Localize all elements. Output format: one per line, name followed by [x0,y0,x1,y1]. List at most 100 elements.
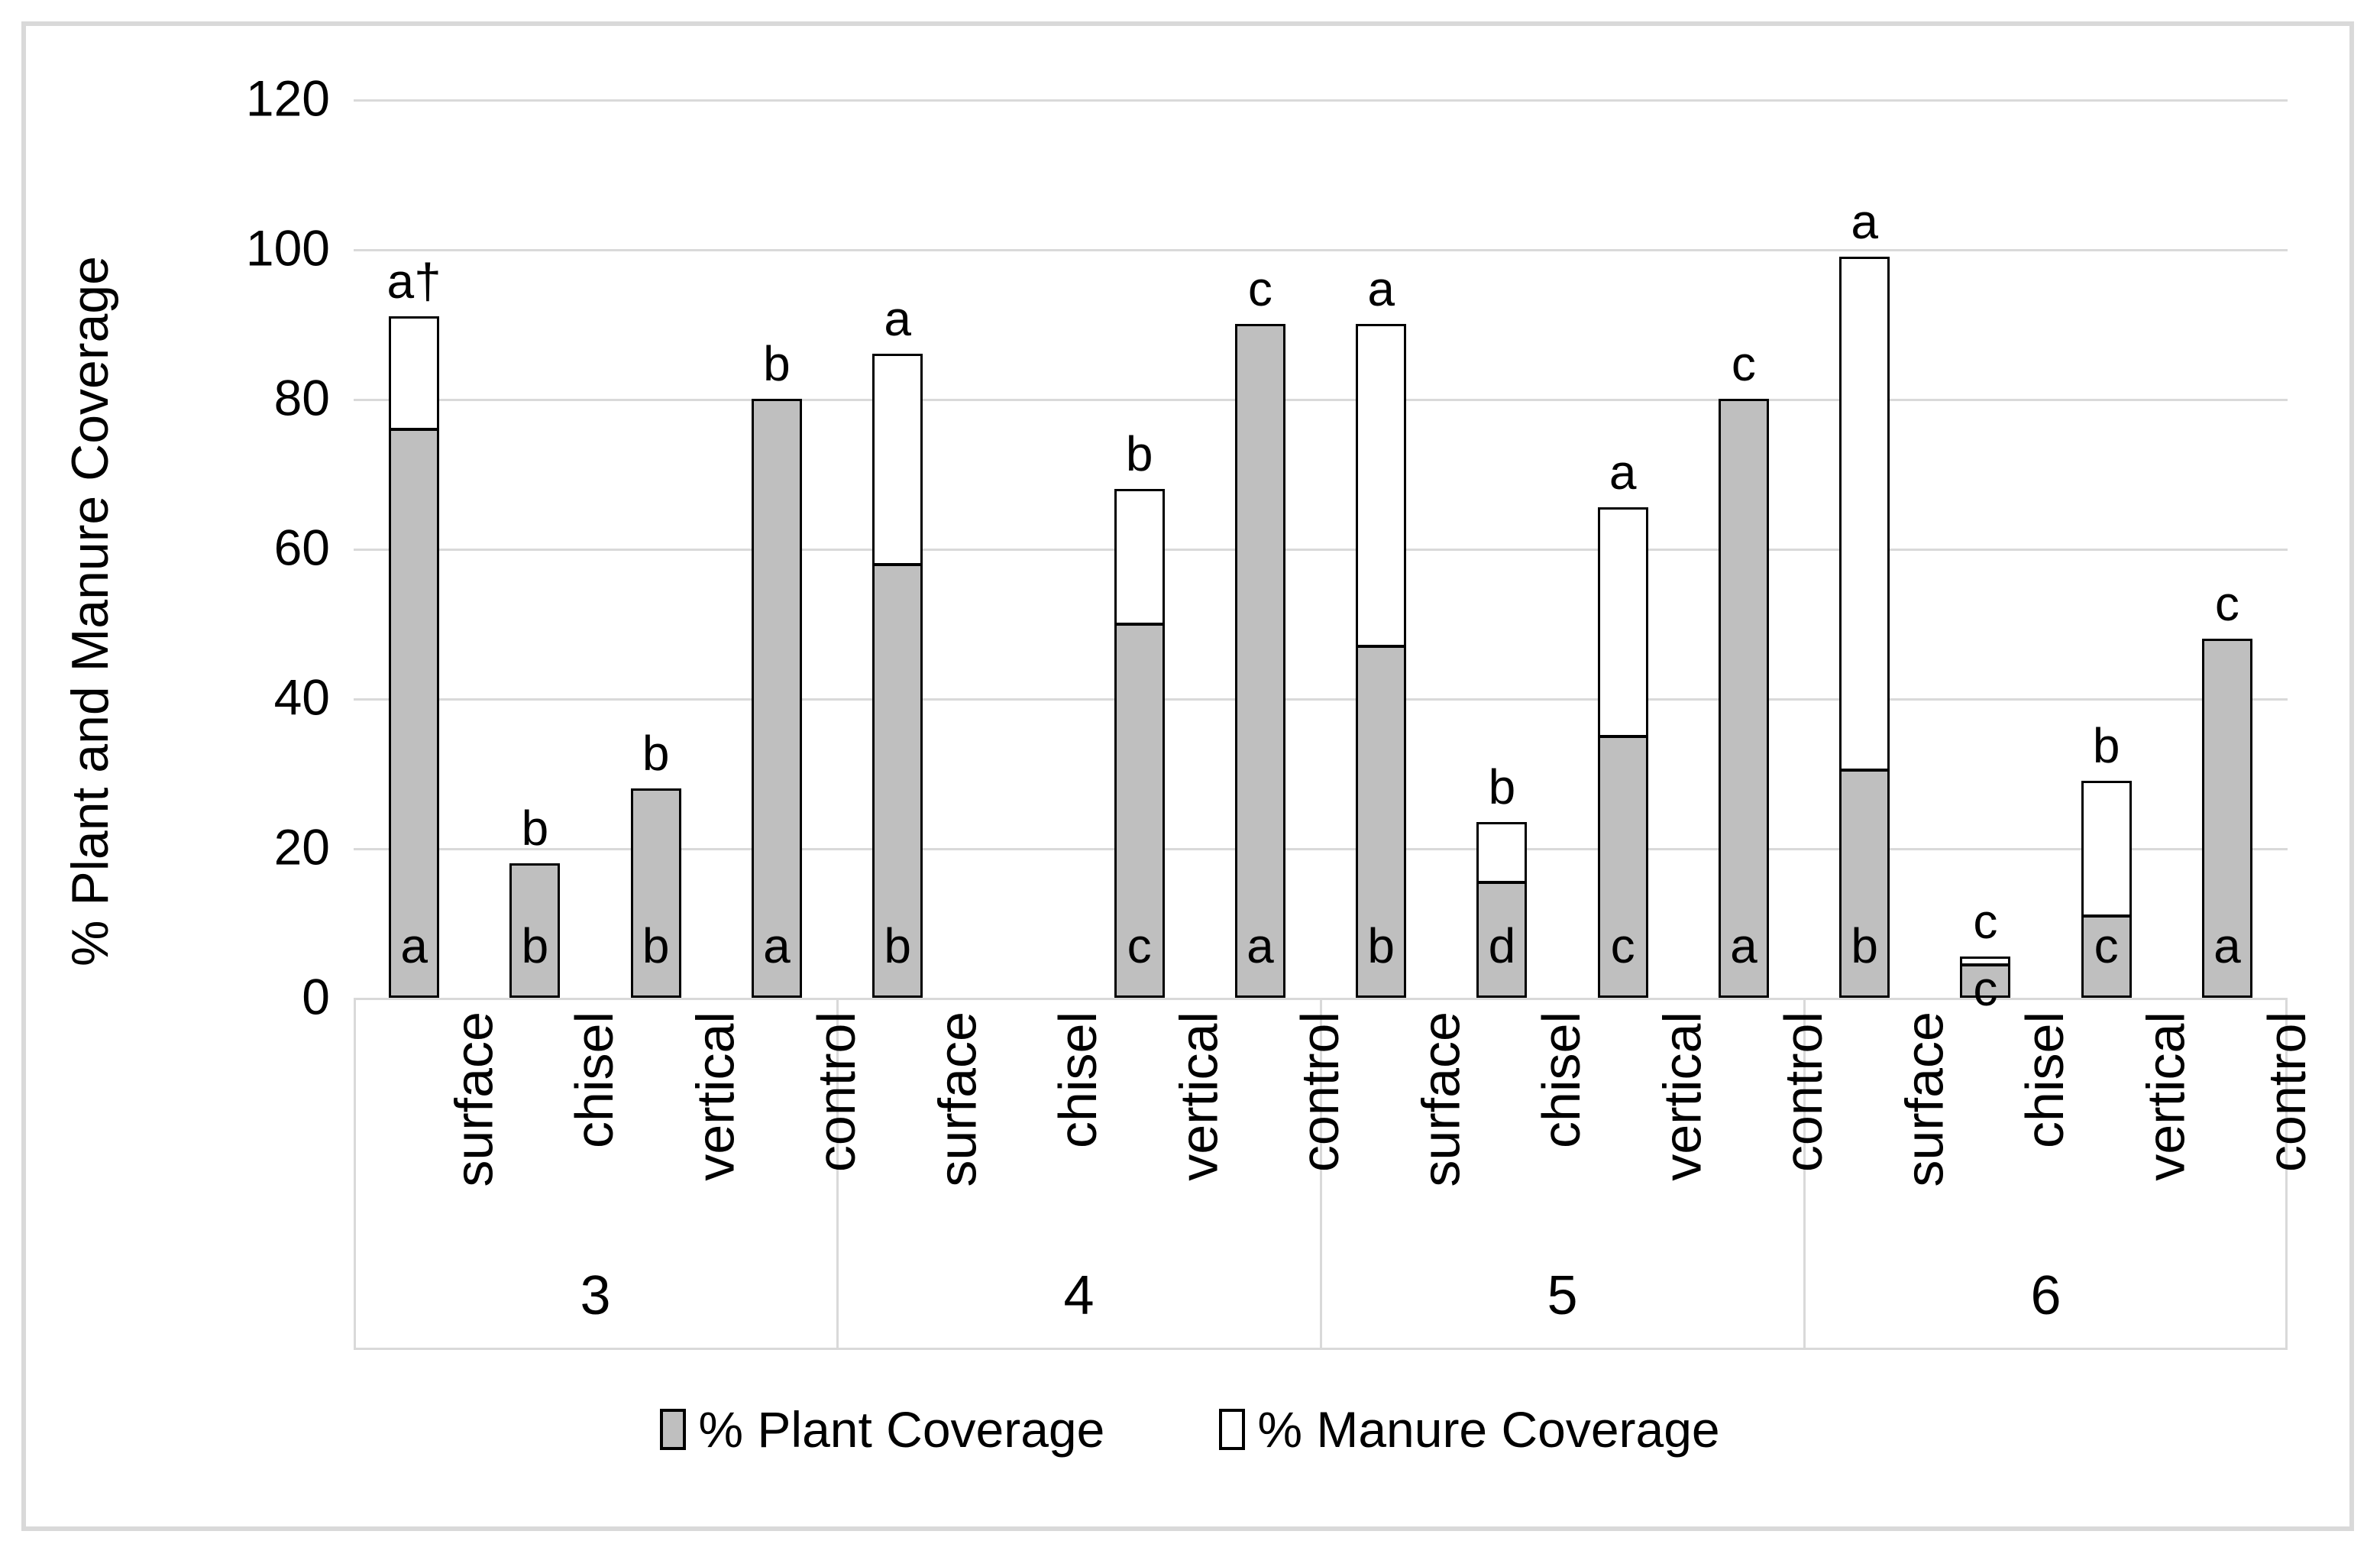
category-label: chisel [564,1012,625,1148]
bar-plant-segment [2083,914,2129,995]
legend-item-manure: % Manure Coverage [1219,1401,1720,1458]
bar-manure-segment [391,319,438,427]
significance-letter-above: a [1367,261,1395,316]
significance-letter-above: b [1125,426,1153,481]
category-label: surface [1411,1012,1471,1187]
bar [509,863,561,998]
gridline [354,249,2288,251]
bar-plant-segment [391,428,438,995]
group-divider [1803,998,1806,1350]
significance-letter-above: b [1488,759,1516,814]
legend-label-plant: % Plant Coverage [698,1401,1105,1458]
category-label: surface [444,1012,504,1187]
bar-manure-segment [875,356,921,562]
significance-letter-inside: a [763,918,791,973]
legend-label-manure: % Manure Coverage [1257,1401,1720,1458]
y-axis-tick-label: 60 [273,519,330,576]
significance-letter-inside: b [1851,918,1878,973]
bar [751,399,802,998]
gridline [354,698,2288,701]
significance-letter-inside: a [400,918,428,973]
bar [1960,957,2011,998]
bar [1234,324,1285,998]
significance-letter-inside: a [1730,918,1758,973]
bar [2201,638,2252,998]
category-label: chisel [2015,1012,2075,1148]
significance-letter-above: b [2092,717,2120,773]
significance-letter-inside: c [2094,918,2119,973]
bar [1476,821,1528,998]
y-axis-tick-label: 100 [245,219,330,277]
bar-plant-segment [1599,734,1646,995]
significance-letter-inside: a [1247,918,1274,973]
significance-letter-above: a [1609,445,1637,500]
significance-letter-above: c [1731,336,1756,391]
bar [1356,324,1407,998]
group-label: 6 [2030,1265,2061,1326]
significance-letter-above: b [642,725,670,781]
category-label: chisel [1048,1012,1108,1148]
significance-letter-above: c [1973,894,1998,950]
category-label: control [2256,1012,2317,1173]
y-axis-title: % Plant and Manure Coverage [61,256,119,966]
significance-letter-inside: c [1610,918,1635,973]
bar-plant-segment [1237,326,1283,995]
bar-manure-segment [1599,510,1646,733]
bar-plant-segment [1842,769,1888,995]
significance-letter-above: a [1851,193,1878,249]
bar-plant-segment [875,562,921,995]
bar-manure-segment [1962,959,2009,962]
y-axis-tick-label: 0 [302,968,330,1025]
bar-plant-segment [2204,640,2250,995]
bar-plant-segment [512,865,558,995]
group-label: 4 [1063,1265,1095,1326]
manure-coverage-swatch [1219,1409,1246,1450]
bar-plant-segment [1720,401,1767,995]
bar [1839,256,1890,998]
group-divider [1320,998,1322,1350]
bar [2081,780,2132,998]
gridline [354,399,2288,401]
category-label: vertical [2136,1012,2196,1181]
bar-manure-segment [1116,490,1163,621]
figure-border [21,21,2354,1531]
bar-manure-segment [1842,258,1888,768]
bar-plant-segment [1962,963,2009,995]
legend-item-plant: % Plant Coverage [660,1404,1104,1455]
category-label: surface [1894,1012,1955,1187]
gridline [354,99,2288,102]
significance-letter-above: a [884,291,911,347]
group-label: 5 [1547,1265,1578,1326]
bar [389,316,440,998]
significance-letter-above: a† [386,254,441,309]
bar-manure-segment [1479,824,1525,880]
category-label: control [806,1012,866,1173]
legend: % Plant Coverage % Manure Coverage [0,1404,2380,1455]
significance-letter-inside: b [1367,918,1395,973]
gridline [354,549,2288,551]
significance-letter-above: c [2214,575,2239,631]
y-axis-tick-label: 40 [273,668,330,726]
category-label: chisel [1531,1012,1592,1148]
group-divider [836,998,839,1350]
bar [872,354,923,998]
plot-area [354,99,2288,998]
significance-letter-inside: d [1488,918,1516,973]
bar-plant-segment [753,401,800,995]
significance-letter-inside: c [1127,918,1152,973]
category-label: surface [927,1012,988,1187]
bar-plant-segment [1358,645,1405,995]
bar-plant-segment [1116,622,1163,995]
significance-letter-above: b [521,800,549,856]
bar-manure-segment [1358,326,1405,644]
y-axis-tick-label: 80 [273,369,330,426]
bar-plant-segment [632,790,679,995]
bar [1718,399,1769,998]
category-label: control [1773,1012,1833,1173]
category-label: vertical [685,1012,745,1181]
significance-letter-inside: c [1973,961,1998,1016]
significance-letter-inside: a [2213,918,2241,973]
y-axis-tick-label: 120 [245,70,330,127]
bar-manure-segment [2083,782,2129,914]
